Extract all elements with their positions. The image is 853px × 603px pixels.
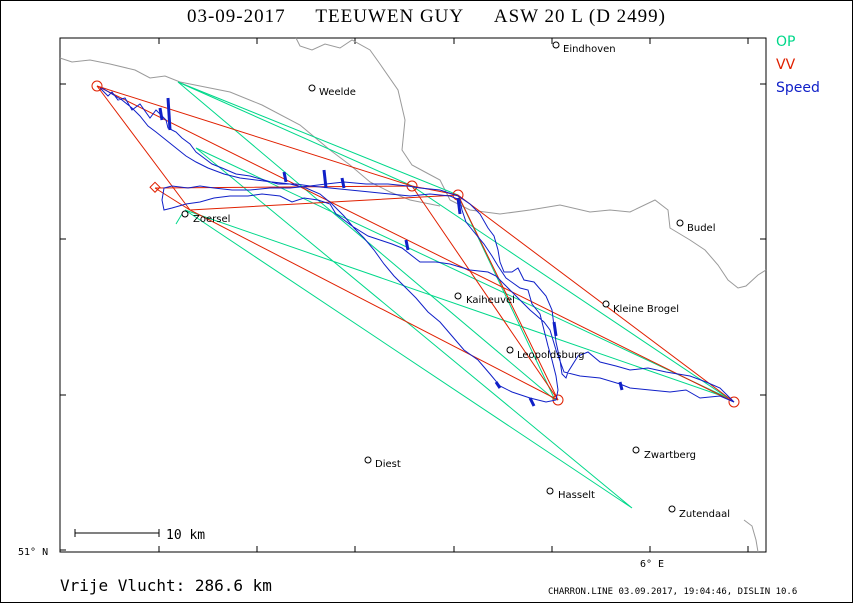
place-label-eindhoven: Eindhoven (563, 44, 616, 55)
flight-title: 03-09-2017 TEEUWEN GUY ASW 20 L (D 2499) (0, 6, 853, 28)
country-border-3 (743, 519, 759, 553)
longitude-label: 6° E (640, 559, 664, 570)
place-label-zwartberg: Zwartberg (644, 450, 696, 461)
place-label-weelde: Weelde (319, 87, 356, 98)
speed-track (99, 87, 735, 403)
speed-markers (158, 97, 624, 407)
place-marker-zoersel (181, 210, 189, 218)
place-markers (181, 41, 684, 513)
place-marker-eindhoven (552, 41, 560, 49)
place-label-budel: Budel (687, 223, 715, 234)
place-label-leopoldsburg: Leopoldsburg (517, 350, 584, 361)
legend-op: OP (776, 34, 796, 50)
vv-track (96, 85, 735, 403)
place-marker-kleine-brogel (602, 300, 610, 308)
pilot-name: TEEUWEN GUY (315, 6, 465, 27)
axis-ticks (60, 38, 766, 552)
place-label-kleine-brogel: Kleine Brogel (613, 304, 679, 315)
place-label-diest: Diest (375, 459, 401, 470)
place-marker-zutendaal (668, 505, 676, 513)
credits-line: CHARRON.LINE 03.09.2017, 19:04:46, DISLI… (548, 587, 798, 597)
turnpoints (91, 80, 740, 408)
distance-summary: Vrije Vlucht: 286.6 km (60, 576, 272, 595)
op-track (175, 81, 729, 509)
flight-date: 03-09-2017 (186, 6, 286, 27)
place-marker-zwartberg (632, 446, 640, 454)
place-marker-weelde (308, 84, 316, 92)
country-border (295, 37, 767, 289)
legend-speed: Speed (776, 80, 820, 96)
place-labels: Eindhoven Weelde Zoersel Budel Kaiheuvel… (193, 44, 730, 520)
place-marker-kaiheuvel (454, 292, 462, 300)
place-label-hasselt: Hasselt (558, 490, 595, 501)
latitude-label: 51° N (18, 547, 48, 558)
place-marker-leopoldsburg (506, 346, 514, 354)
place-marker-budel (676, 219, 684, 227)
place-label-zutendaal: Zutendaal (679, 509, 730, 520)
place-label-zoersel: Zoersel (193, 214, 230, 225)
scale-bar (74, 529, 160, 537)
legend-vv: VV (776, 57, 796, 73)
glider-name: ASW 20 L (D 2499) (493, 6, 667, 27)
scale-bar-label: 10 km (166, 528, 205, 543)
place-label-kaiheuvel: Kaiheuvel (466, 295, 515, 306)
place-marker-hasselt (546, 487, 554, 495)
plot-box (59, 37, 767, 553)
place-marker-diest (364, 456, 372, 464)
